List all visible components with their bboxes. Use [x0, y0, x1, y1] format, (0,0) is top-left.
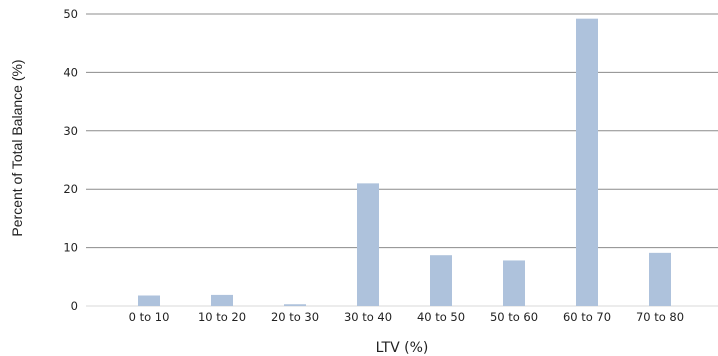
gridlines [86, 14, 718, 306]
bar [503, 260, 525, 306]
bar [211, 295, 233, 306]
x-tick-label: 40 to 50 [417, 310, 465, 324]
x-tick-label: 10 to 20 [198, 310, 246, 324]
x-tick-label: 30 to 40 [344, 310, 392, 324]
bar [138, 295, 160, 306]
y-tick-labels: 0 10 20 30 40 50 [63, 7, 78, 313]
bar [649, 253, 671, 306]
x-tick-labels: 0 to 10 10 to 20 20 to 30 30 to 40 40 to 50 5… [129, 310, 684, 324]
y-tick-label: 0 [71, 299, 78, 313]
x-tick-label: 70 to 80 [636, 310, 684, 324]
y-tick-label: 40 [63, 65, 78, 79]
y-tick-label: 50 [63, 7, 78, 21]
bar [430, 255, 452, 306]
x-axis-title: LTV (%) [376, 340, 429, 356]
bar [576, 19, 598, 306]
bar [284, 304, 306, 306]
x-tick-label: 20 to 30 [271, 310, 319, 324]
y-tick-label: 20 [63, 182, 78, 196]
bars [138, 19, 671, 306]
y-tick-label: 10 [63, 241, 78, 255]
x-tick-label: 60 to 70 [563, 310, 611, 324]
y-tick-label: 30 [63, 124, 78, 138]
x-tick-label: 0 to 10 [129, 310, 170, 324]
y-axis-title: Percent of Total Balance (%) [9, 59, 25, 236]
bar [357, 183, 379, 306]
x-tick-label: 50 to 60 [490, 310, 538, 324]
